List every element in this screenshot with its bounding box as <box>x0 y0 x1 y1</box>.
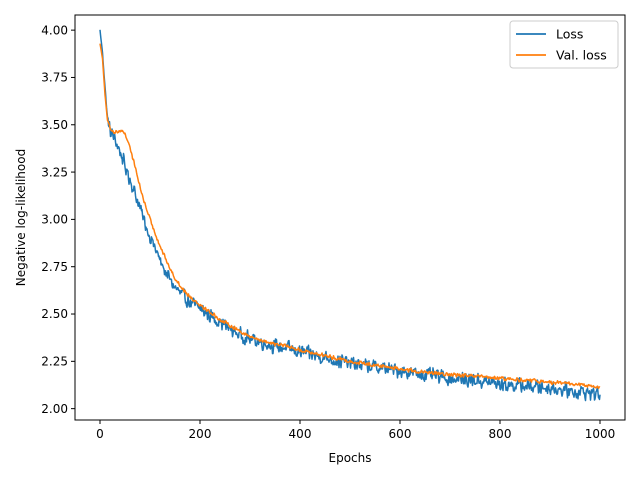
legend-label-loss: Loss <box>556 27 583 42</box>
y-tick-label: 3.75 <box>41 71 68 85</box>
x-axis-ticks: 0 200 400 600 800 1000 <box>96 420 615 441</box>
y-tick-label: 3.00 <box>41 213 68 227</box>
y-tick-label: 3.25 <box>41 165 68 179</box>
x-tick-label: 600 <box>389 427 412 441</box>
y-tick-label: 2.00 <box>41 402 68 416</box>
y-tick-label: 2.75 <box>41 260 68 274</box>
series-line-val-loss <box>99 43 601 390</box>
legend-box <box>509 20 619 69</box>
x-axis-label: Epochs <box>329 451 372 465</box>
x-tick-label: 400 <box>289 427 312 441</box>
y-axis-ticks: 2.00 2.25 2.50 2.75 3.00 3.25 3.50 3.75 4.00 <box>41 23 75 416</box>
plot-frame <box>74 14 626 421</box>
legend-label-val-loss: Val. loss <box>556 48 607 63</box>
x-tick-label: 0 <box>96 427 104 441</box>
legend: Loss Val. loss <box>509 20 619 69</box>
x-tick-label: 800 <box>489 427 512 441</box>
y-tick-label: 2.50 <box>41 307 68 321</box>
series-layer <box>99 29 601 402</box>
y-tick-label: 4.00 <box>41 23 68 37</box>
x-tick-label: 200 <box>189 427 212 441</box>
y-tick-label: 3.50 <box>41 118 68 132</box>
y-tick-label: 2.25 <box>41 355 68 369</box>
x-tick-label: 1000 <box>585 427 616 441</box>
y-axis-label: Negative log-likelihood <box>14 149 28 286</box>
